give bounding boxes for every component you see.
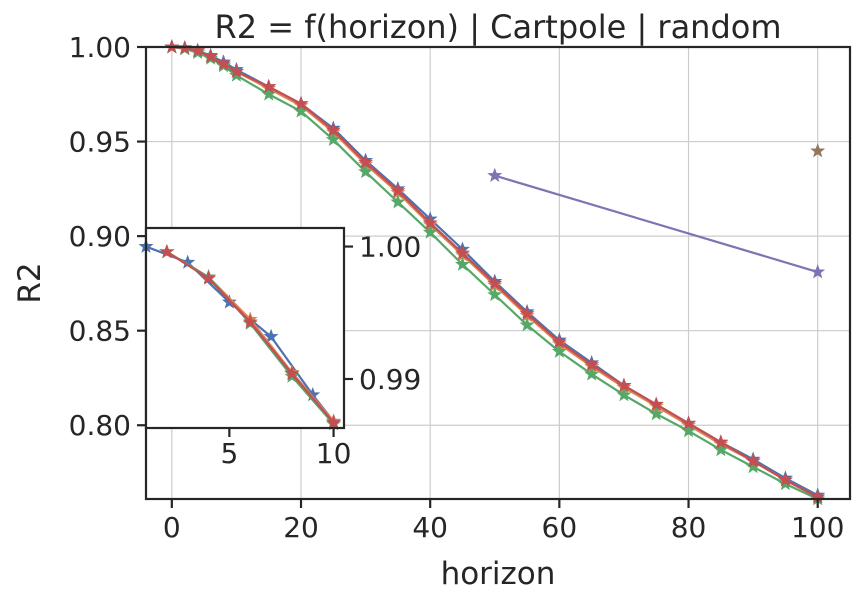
- main-data-point-marker: [713, 434, 729, 449]
- main-series: [164, 39, 826, 506]
- inset-ticks: 5 10 0.99 1.00: [220, 231, 421, 470]
- main-data-point-marker: [487, 286, 503, 302]
- inset-x-tick-label: 5: [220, 437, 238, 470]
- main-data-point-marker: [190, 42, 206, 58]
- main-data-point-marker: [390, 182, 406, 198]
- main-data-point-marker: [584, 366, 600, 381]
- main-data-point-marker: [228, 63, 244, 78]
- main-data-point-marker: [648, 406, 664, 421]
- main-data-point-marker: [584, 356, 600, 372]
- main-series-4: [164, 39, 826, 504]
- inset-data-point-marker: [201, 270, 217, 285]
- main-data-point-marker: [358, 163, 374, 179]
- inset-plot-frame: [144, 226, 346, 430]
- main-data-point-marker: [616, 387, 632, 402]
- main-data-point-marker: [810, 264, 826, 279]
- main-data-point-marker: [325, 131, 341, 147]
- main-x-tick-label: 40: [412, 511, 448, 544]
- inset-series: [138, 238, 342, 431]
- inset-series-4: [159, 243, 342, 430]
- y-axis-label: R2: [12, 262, 48, 303]
- main-data-point-marker: [422, 215, 438, 230]
- main-data-point-marker: [681, 415, 697, 430]
- main-data-point-marker: [551, 334, 567, 349]
- main-data-point-marker: [325, 122, 341, 137]
- main-data-point-marker: [551, 343, 567, 358]
- main-y-tick-label: 0.85: [69, 315, 131, 348]
- main-data-point-marker: [713, 441, 729, 457]
- main-data-point-marker: [358, 154, 374, 169]
- main-series-6: [810, 143, 826, 158]
- main-data-point-marker: [648, 396, 664, 411]
- main-data-point-marker: [616, 377, 632, 392]
- inset-data-point-marker: [326, 414, 342, 430]
- main-data-point-marker: [519, 317, 535, 332]
- main-data-point-marker: [681, 423, 697, 438]
- main-y-tick-label: 0.90: [69, 220, 131, 253]
- inset-y-tick-label: 1.00: [359, 231, 421, 264]
- main-data-point-marker: [261, 78, 277, 94]
- main-y-tick-label: 1.00: [69, 31, 131, 64]
- inset-data-point-marker: [284, 365, 300, 381]
- main-x-tick-label: 80: [671, 511, 707, 544]
- main-data-point-marker: [745, 453, 761, 468]
- main-ticks: 0 20 40 60 80 100 0.80 0.85 0.90 0.95 1.00: [69, 31, 845, 544]
- main-data-point-marker: [216, 56, 231, 71]
- inset-data-point-marker: [242, 314, 258, 329]
- main-data-point-marker: [390, 194, 406, 209]
- main-series-line: [494, 174, 819, 274]
- main-data-point-marker: [810, 143, 826, 158]
- main-x-tick-label: 20: [283, 511, 319, 544]
- main-data-point-marker: [454, 245, 470, 260]
- main-y-tick-label: 0.95: [69, 126, 131, 159]
- main-x-tick-label: 60: [542, 511, 578, 544]
- chart-title: R2 = f(horizon) | Cartpole | random: [214, 8, 781, 46]
- main-data-point-marker: [422, 224, 438, 239]
- main-y-tick-label: 0.80: [69, 409, 131, 442]
- main-data-point-marker: [261, 86, 277, 101]
- main-data-point-marker: [293, 95, 309, 111]
- main-data-point-marker: [519, 305, 535, 321]
- inset-y-tick-label: 0.99: [359, 363, 421, 396]
- main-data-point-marker: [454, 256, 470, 271]
- main-x-tick-label: 100: [791, 511, 844, 544]
- main-data-point-marker: [777, 472, 793, 487]
- main-data-point-marker: [487, 167, 503, 182]
- inset-data-point-marker: [263, 328, 279, 343]
- main-data-point-marker: [487, 275, 503, 290]
- main-x-tick-label: 0: [163, 511, 181, 544]
- x-axis-label: horizon: [441, 556, 556, 592]
- inset-data-point-marker: [159, 243, 175, 259]
- main-data-point-marker: [203, 48, 219, 63]
- inset-x-tick-label: 10: [316, 437, 352, 470]
- main-series-5: [487, 167, 826, 279]
